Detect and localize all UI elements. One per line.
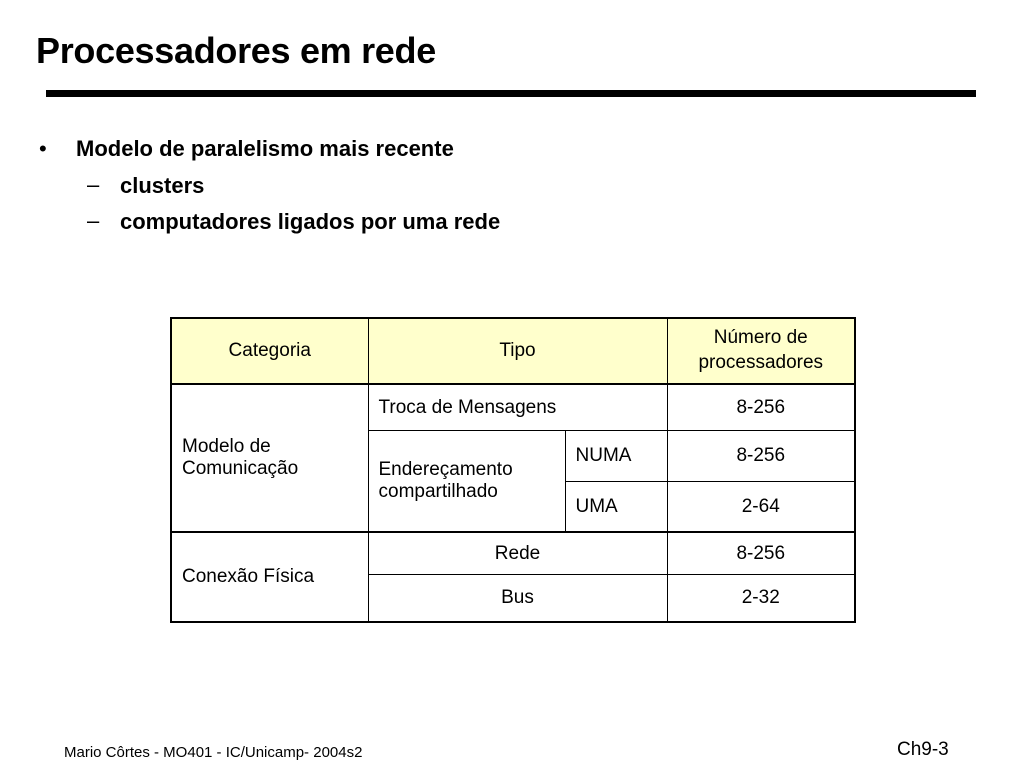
footer-author: Mario Côrtes - MO401 - IC/Unicamp- 2004s… (64, 744, 363, 761)
cell-tipo-enderecamento: Endereçamento compartilhado (367, 430, 566, 533)
processor-table: Categoria Tipo Número de processadores M… (170, 317, 856, 623)
cell-subtipo-uma: UMA (564, 481, 668, 533)
table-row: Bus 2-32 (171, 574, 856, 623)
sub-bullet-text: computadores ligados por uma rede (120, 209, 501, 234)
cell-subtipo-numa: NUMA (564, 430, 668, 482)
table-row: Conexão Física Rede 8-256 (170, 531, 856, 623)
table-row: Modelo de Comunicação Troca de Mensagens… (170, 383, 856, 533)
cell-tipo-troca: Troca de Mensagens (367, 383, 668, 431)
table-row: UMA 2-64 (171, 481, 856, 533)
cell-numero: 8-256 (666, 430, 856, 482)
bullet-item-main: • Modelo de paralelismo mais recente (39, 136, 454, 162)
table-header-row: Categoria Tipo Número de processadores (170, 317, 856, 385)
cell-category-comunicacao: Modelo de Comunicação (170, 383, 369, 533)
header-numero-processadores: Número de processadores (666, 317, 856, 385)
cell-tipo-rede: Rede (367, 531, 668, 575)
header-tipo: Tipo (367, 317, 668, 385)
slide-title: Processadores em rede (36, 30, 436, 71)
sub-bullet-marker: – (87, 172, 100, 197)
cell-tipo-bus: Bus (367, 574, 668, 623)
cell-category-fisica: Conexão Física (170, 531, 369, 623)
bullet-text: Modelo de paralelismo mais recente (76, 136, 454, 161)
table-row: Endereçamento compartilhado NUMA 8-256 (171, 430, 856, 533)
cell-numero: 8-256 (666, 383, 856, 431)
cell-numero: 2-64 (666, 481, 856, 533)
cell-numero: 2-32 (666, 574, 856, 623)
footer-slide-number: Ch9-3 (897, 739, 949, 760)
sub-bullet-item: – computadores ligados por uma rede (87, 208, 501, 235)
sub-bullet-item: – clusters (87, 172, 205, 199)
sub-bullet-marker: – (87, 208, 100, 233)
bullet-marker: • (39, 136, 47, 161)
title-divider (46, 90, 976, 97)
header-categoria: Categoria (170, 317, 369, 385)
sub-bullet-text: clusters (120, 173, 205, 198)
cell-numero: 8-256 (666, 531, 856, 575)
